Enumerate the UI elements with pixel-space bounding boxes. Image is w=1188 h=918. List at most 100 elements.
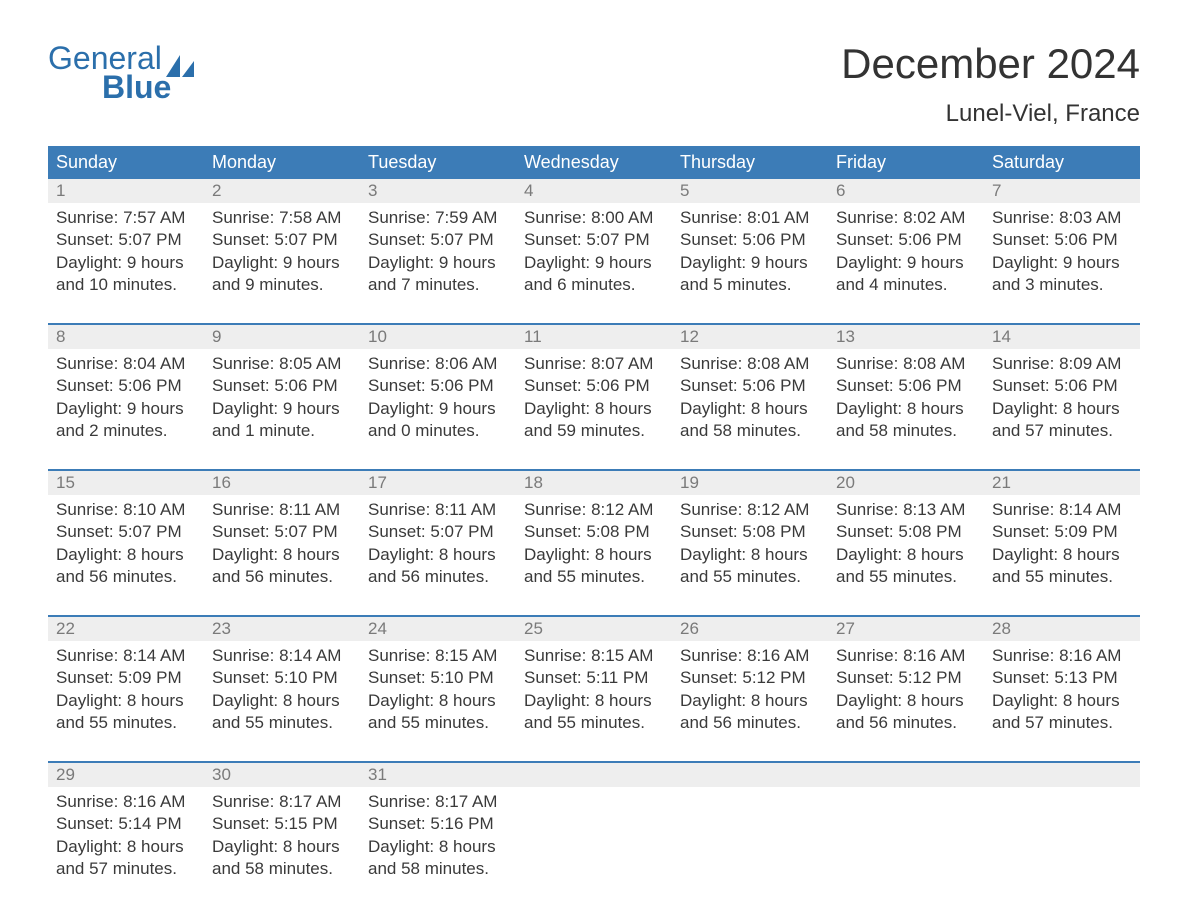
day-cell: Sunrise: 8:02 AMSunset: 5:06 PMDaylight:… — [828, 203, 984, 299]
daylight-line1: Daylight: 8 hours — [524, 398, 664, 420]
sunrise-text: Sunrise: 8:11 AM — [368, 499, 508, 521]
daylight-line2: and 57 minutes. — [56, 858, 196, 880]
sunset-text: Sunset: 5:07 PM — [368, 229, 508, 251]
sunset-text: Sunset: 5:10 PM — [368, 667, 508, 689]
weekday-header: Thursday — [672, 146, 828, 179]
daylight-line1: Daylight: 8 hours — [56, 836, 196, 858]
daylight-line2: and 55 minutes. — [836, 566, 976, 588]
header: General Blue December 2024 Lunel-Viel, F… — [48, 40, 1140, 128]
day-number: 14 — [984, 325, 1140, 349]
daylight-line2: and 56 minutes. — [56, 566, 196, 588]
sunset-text: Sunset: 5:14 PM — [56, 813, 196, 835]
sunrise-text: Sunrise: 8:05 AM — [212, 353, 352, 375]
daylight-line1: Daylight: 9 hours — [56, 252, 196, 274]
daylight-line2: and 9 minutes. — [212, 274, 352, 296]
sunrise-text: Sunrise: 7:59 AM — [368, 207, 508, 229]
day-content-row: Sunrise: 8:04 AMSunset: 5:06 PMDaylight:… — [48, 349, 1140, 445]
sunrise-text: Sunrise: 8:16 AM — [992, 645, 1132, 667]
day-number: 16 — [204, 471, 360, 495]
weekday-header: Sunday — [48, 146, 204, 179]
day-number: 30 — [204, 763, 360, 787]
logo-text-blue: Blue — [102, 69, 171, 106]
daylight-line1: Daylight: 8 hours — [680, 398, 820, 420]
sunset-text: Sunset: 5:08 PM — [836, 521, 976, 543]
daylight-line2: and 55 minutes. — [368, 712, 508, 734]
daylight-line1: Daylight: 9 hours — [836, 252, 976, 274]
day-cell — [672, 787, 828, 883]
daylight-line1: Daylight: 8 hours — [212, 690, 352, 712]
day-cell: Sunrise: 8:16 AMSunset: 5:12 PMDaylight:… — [672, 641, 828, 737]
sunset-text: Sunset: 5:08 PM — [680, 521, 820, 543]
sunset-text: Sunset: 5:06 PM — [992, 375, 1132, 397]
daylight-line2: and 55 minutes. — [524, 566, 664, 588]
day-number: 8 — [48, 325, 204, 349]
daylight-line1: Daylight: 9 hours — [524, 252, 664, 274]
sunrise-text: Sunrise: 8:12 AM — [524, 499, 664, 521]
sunrise-text: Sunrise: 8:14 AM — [56, 645, 196, 667]
daylight-line1: Daylight: 9 hours — [56, 398, 196, 420]
day-cell: Sunrise: 8:08 AMSunset: 5:06 PMDaylight:… — [672, 349, 828, 445]
daylight-line1: Daylight: 9 hours — [680, 252, 820, 274]
day-number: 29 — [48, 763, 204, 787]
day-cell: Sunrise: 8:13 AMSunset: 5:08 PMDaylight:… — [828, 495, 984, 591]
sunset-text: Sunset: 5:07 PM — [368, 521, 508, 543]
month-title: December 2024 — [841, 40, 1140, 88]
day-cell: Sunrise: 8:12 AMSunset: 5:08 PMDaylight:… — [672, 495, 828, 591]
day-number: 3 — [360, 179, 516, 203]
day-number-row: 15161718192021 — [48, 471, 1140, 495]
sunrise-text: Sunrise: 8:11 AM — [212, 499, 352, 521]
day-cell — [516, 787, 672, 883]
sunset-text: Sunset: 5:06 PM — [836, 375, 976, 397]
day-number: 28 — [984, 617, 1140, 641]
daylight-line1: Daylight: 8 hours — [368, 690, 508, 712]
daylight-line1: Daylight: 8 hours — [992, 690, 1132, 712]
daylight-line2: and 55 minutes. — [212, 712, 352, 734]
daylight-line2: and 56 minutes. — [212, 566, 352, 588]
day-cell: Sunrise: 7:58 AMSunset: 5:07 PMDaylight:… — [204, 203, 360, 299]
day-cell: Sunrise: 8:09 AMSunset: 5:06 PMDaylight:… — [984, 349, 1140, 445]
sunrise-text: Sunrise: 8:14 AM — [992, 499, 1132, 521]
day-content-row: Sunrise: 8:14 AMSunset: 5:09 PMDaylight:… — [48, 641, 1140, 737]
day-cell: Sunrise: 8:16 AMSunset: 5:13 PMDaylight:… — [984, 641, 1140, 737]
daylight-line1: Daylight: 9 hours — [212, 252, 352, 274]
day-content-row: Sunrise: 8:16 AMSunset: 5:14 PMDaylight:… — [48, 787, 1140, 883]
day-number: 7 — [984, 179, 1140, 203]
day-number: 22 — [48, 617, 204, 641]
sunset-text: Sunset: 5:12 PM — [836, 667, 976, 689]
daylight-line2: and 4 minutes. — [836, 274, 976, 296]
sunset-text: Sunset: 5:07 PM — [212, 229, 352, 251]
day-number: 18 — [516, 471, 672, 495]
day-cell: Sunrise: 8:14 AMSunset: 5:09 PMDaylight:… — [48, 641, 204, 737]
sunrise-text: Sunrise: 8:13 AM — [836, 499, 976, 521]
day-number: 1 — [48, 179, 204, 203]
daylight-line1: Daylight: 8 hours — [524, 544, 664, 566]
day-cell: Sunrise: 8:06 AMSunset: 5:06 PMDaylight:… — [360, 349, 516, 445]
day-number — [672, 763, 828, 787]
day-number — [828, 763, 984, 787]
day-cell: Sunrise: 8:03 AMSunset: 5:06 PMDaylight:… — [984, 203, 1140, 299]
daylight-line1: Daylight: 8 hours — [524, 690, 664, 712]
daylight-line1: Daylight: 8 hours — [680, 690, 820, 712]
weekday-header: Monday — [204, 146, 360, 179]
day-cell: Sunrise: 7:57 AMSunset: 5:07 PMDaylight:… — [48, 203, 204, 299]
daylight-line2: and 56 minutes. — [680, 712, 820, 734]
daylight-line2: and 5 minutes. — [680, 274, 820, 296]
logo: General Blue — [48, 40, 194, 106]
day-number: 15 — [48, 471, 204, 495]
day-number: 9 — [204, 325, 360, 349]
day-cell: Sunrise: 8:01 AMSunset: 5:06 PMDaylight:… — [672, 203, 828, 299]
sunset-text: Sunset: 5:06 PM — [836, 229, 976, 251]
day-number: 12 — [672, 325, 828, 349]
daylight-line1: Daylight: 8 hours — [680, 544, 820, 566]
daylight-line2: and 57 minutes. — [992, 712, 1132, 734]
daylight-line2: and 55 minutes. — [524, 712, 664, 734]
calendar-week: 22232425262728Sunrise: 8:14 AMSunset: 5:… — [48, 615, 1140, 737]
sunrise-text: Sunrise: 8:04 AM — [56, 353, 196, 375]
sunset-text: Sunset: 5:06 PM — [992, 229, 1132, 251]
sunset-text: Sunset: 5:06 PM — [56, 375, 196, 397]
daylight-line2: and 57 minutes. — [992, 420, 1132, 442]
daylight-line1: Daylight: 8 hours — [836, 398, 976, 420]
day-number: 27 — [828, 617, 984, 641]
daylight-line1: Daylight: 8 hours — [368, 836, 508, 858]
sunset-text: Sunset: 5:09 PM — [992, 521, 1132, 543]
